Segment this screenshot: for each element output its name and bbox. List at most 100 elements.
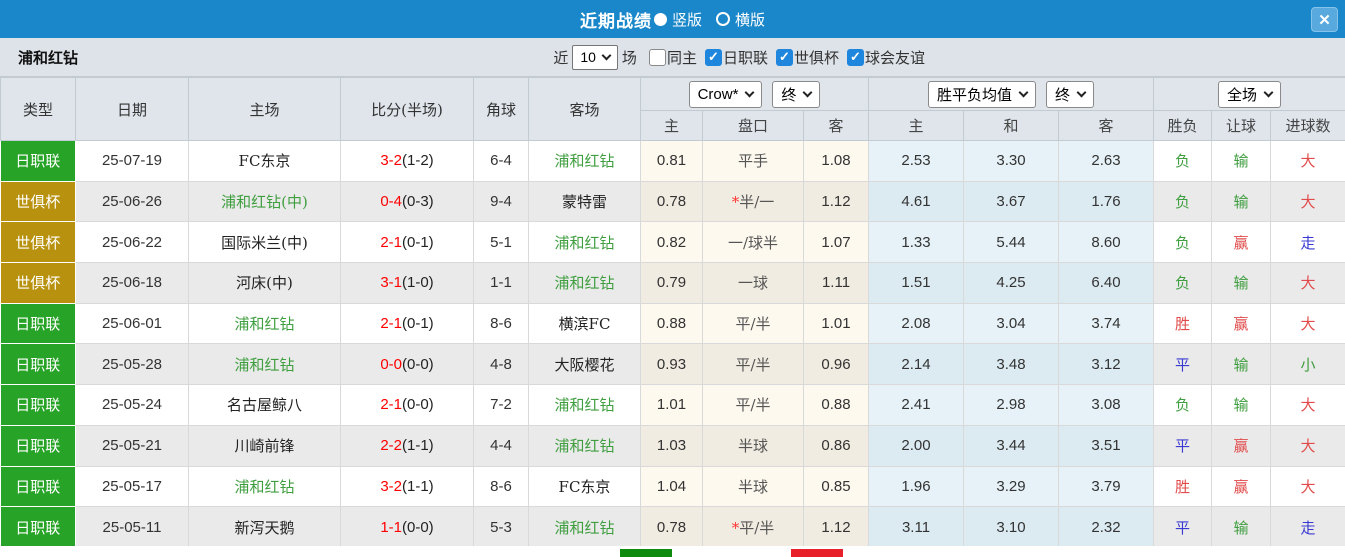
league-badge: 日职联 bbox=[0, 343, 76, 386]
corners: 9-4 bbox=[473, 180, 529, 223]
handicap: 平手 bbox=[702, 140, 804, 182]
checkbox-label[interactable]: 球会友谊 bbox=[864, 48, 925, 67]
result: 胜 bbox=[1153, 465, 1213, 508]
handicap-result: 输 bbox=[1211, 180, 1272, 223]
scope-select[interactable]: 全场 bbox=[1218, 80, 1282, 108]
avg-win: 2.08 bbox=[868, 302, 965, 345]
handicap-result: 输 bbox=[1211, 384, 1272, 426]
score: 2-2(1-1) bbox=[340, 424, 474, 467]
avg-loss: 2.63 bbox=[1058, 140, 1155, 182]
avg-draw: 3.10 bbox=[963, 506, 1060, 548]
league-badge: 日职联 bbox=[0, 302, 76, 345]
avg-loss: 3.51 bbox=[1058, 424, 1155, 467]
checkbox-label[interactable]: 世俱杯 bbox=[793, 48, 839, 67]
legend-swatch bbox=[791, 549, 843, 557]
odds-away: 0.86 bbox=[802, 424, 870, 467]
vertical-layout-label[interactable]: 竖版 bbox=[671, 11, 702, 29]
header-row-sub: 主 盘口 客 主 和 客 胜负 让球 进球数 bbox=[1, 110, 1345, 141]
close-icon[interactable]: ✕ bbox=[1311, 7, 1338, 32]
table-row: 日职联 25-05-21 川崎前锋 2-2(1-1) 4-4 浦和红钻 1.03 半球 0.86… bbox=[0, 424, 1345, 467]
col-header-home: 主场 bbox=[188, 77, 341, 141]
team-name: 浦和红钻 bbox=[18, 48, 79, 67]
league-badge: 世俱杯 bbox=[0, 221, 76, 264]
chevron-down-icon bbox=[1018, 87, 1029, 97]
odds-away: 1.12 bbox=[802, 506, 870, 548]
away-team: 横滨FC bbox=[528, 302, 641, 345]
handicap-result: 赢 bbox=[1211, 302, 1272, 345]
league-badge: 日职联 bbox=[0, 506, 76, 548]
home-team: 浦和红钻(中) bbox=[188, 180, 341, 223]
table-row: 日职联 25-06-01 浦和红钻 2-1(0-1) 8-6 横滨FC 0.88 平/半 1.0… bbox=[0, 302, 1345, 345]
odds-home: 1.03 bbox=[640, 424, 703, 467]
checkbox-checked[interactable]: ✓ bbox=[704, 48, 722, 66]
handicap-result: 赢 bbox=[1211, 221, 1272, 264]
score: 3-1(1-0) bbox=[340, 262, 474, 304]
subcol-handicap: 盘口 bbox=[702, 110, 804, 141]
result: 平 bbox=[1153, 424, 1213, 467]
avg-draw: 3.29 bbox=[963, 465, 1060, 508]
odds-away: 0.85 bbox=[802, 465, 870, 508]
average-state-select[interactable]: 终 bbox=[1046, 80, 1095, 108]
checkbox-label[interactable]: 同主 bbox=[666, 48, 697, 67]
goals-result: 大 bbox=[1270, 384, 1345, 426]
horizontal-layout-radio[interactable] bbox=[716, 12, 730, 26]
average-select[interactable]: 胜平负均值 bbox=[928, 80, 1037, 108]
odds-home: 0.79 bbox=[640, 262, 703, 304]
odds-home: 0.93 bbox=[640, 343, 703, 386]
handicap: 半球 bbox=[702, 424, 804, 467]
match-date: 25-06-26 bbox=[75, 180, 189, 223]
checkbox-label[interactable]: 日职联 bbox=[722, 48, 768, 67]
checkbox-checked[interactable]: ✓ bbox=[846, 48, 864, 66]
result: 平 bbox=[1153, 343, 1213, 386]
chevron-down-icon bbox=[1076, 87, 1087, 97]
subcol-handicap-result: 让球 bbox=[1211, 110, 1272, 141]
away-team: 浦和红钻 bbox=[528, 140, 641, 182]
chevron-down-icon bbox=[1263, 87, 1274, 97]
chevron-down-icon bbox=[601, 50, 612, 60]
handicap-result: 输 bbox=[1211, 343, 1272, 386]
home-team: 浦和红钻 bbox=[188, 302, 341, 345]
score: 3-2(1-1) bbox=[340, 465, 474, 508]
bookmaker-select[interactable]: Crow* bbox=[688, 80, 763, 108]
avg-loss: 8.60 bbox=[1058, 221, 1155, 264]
avg-loss: 6.40 bbox=[1058, 262, 1155, 304]
results-table: 类型 日期 主场 比分(半场) 角球 客场 Crow* 终 bbox=[0, 77, 1345, 548]
league-filter-group: 同主 ✓ 日职联 ✓ 世俱杯 ✓ 球会友谊 bbox=[641, 47, 925, 68]
horizontal-layout-label[interactable]: 横版 bbox=[735, 11, 766, 29]
checkbox-checked[interactable]: ✓ bbox=[775, 48, 793, 66]
handicap: 一球 bbox=[702, 262, 804, 304]
result: 胜 bbox=[1153, 302, 1213, 345]
legend-swatch bbox=[620, 549, 672, 557]
avg-win: 2.00 bbox=[868, 424, 965, 467]
corners: 7-2 bbox=[473, 384, 529, 426]
league-badge: 世俱杯 bbox=[0, 180, 76, 223]
away-team: 浦和红钻 bbox=[528, 424, 641, 467]
handicap: 半球 bbox=[702, 465, 804, 508]
league-badge: 日职联 bbox=[0, 424, 76, 467]
avg-draw: 3.30 bbox=[963, 140, 1060, 182]
corners: 1-1 bbox=[473, 262, 529, 304]
odds-away: 1.12 bbox=[802, 180, 870, 223]
filter-bar: 浦和红钻 近 10 场 同主 ✓ 日职联 ✓ 世俱杯 ✓ 球会友谊 bbox=[0, 38, 1345, 77]
goals-result: 走 bbox=[1270, 221, 1345, 264]
odds-away: 0.88 bbox=[802, 384, 870, 426]
filter-controls: 近 10 场 同主 ✓ 日职联 ✓ 世俱杯 ✓ 球会友谊 bbox=[549, 44, 925, 70]
handicap: 一/球半 bbox=[702, 221, 804, 264]
match-count-select[interactable]: 10 bbox=[572, 44, 618, 70]
handicap-result: 输 bbox=[1211, 506, 1272, 548]
vertical-layout-radio[interactable] bbox=[653, 12, 667, 26]
result: 负 bbox=[1153, 262, 1213, 304]
match-date: 25-05-17 bbox=[75, 465, 189, 508]
avg-win: 2.53 bbox=[868, 140, 965, 182]
score: 0-4(0-3) bbox=[340, 180, 474, 223]
checkbox-unchecked[interactable] bbox=[648, 48, 666, 66]
home-team: 浦和红钻 bbox=[188, 343, 341, 386]
goals-result: 大 bbox=[1270, 302, 1345, 345]
odds-home: 0.81 bbox=[640, 140, 703, 182]
col-header-corners: 角球 bbox=[473, 77, 529, 141]
table-row: 世俱杯 25-06-26 浦和红钻(中) 0-4(0-3) 9-4 蒙特雷 0.78 *半/一… bbox=[0, 180, 1345, 223]
col-header-score: 比分(半场) bbox=[340, 77, 474, 141]
bookmaker-state-select[interactable]: 终 bbox=[772, 80, 821, 108]
match-count-value: 10 bbox=[580, 49, 596, 65]
avg-loss: 3.74 bbox=[1058, 302, 1155, 345]
